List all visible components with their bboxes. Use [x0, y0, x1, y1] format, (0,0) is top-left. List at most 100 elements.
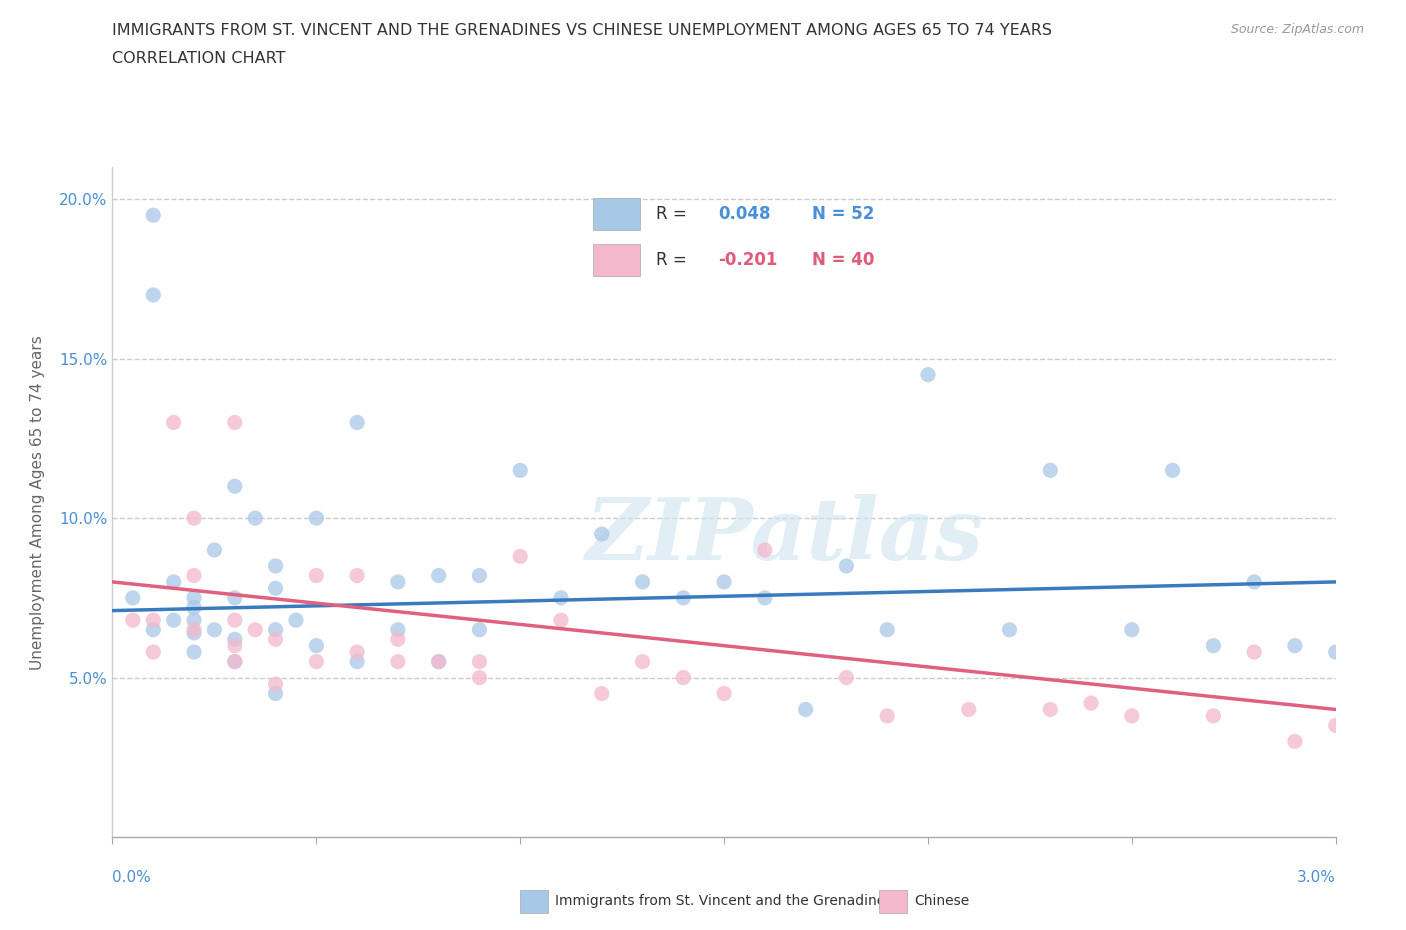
Point	[245, 511, 267, 525]
Point	[183, 568, 205, 583]
Point	[1324, 644, 1347, 659]
Point	[468, 568, 491, 583]
Point	[346, 568, 368, 583]
Point	[264, 686, 287, 701]
Point	[1243, 644, 1265, 659]
Point	[204, 622, 226, 637]
Point	[122, 591, 145, 605]
Point	[427, 654, 450, 669]
Point	[876, 622, 898, 637]
Point	[224, 638, 246, 653]
Point	[264, 559, 287, 574]
Point	[835, 559, 858, 574]
Point	[631, 575, 654, 590]
Point	[264, 622, 287, 637]
Point	[591, 526, 613, 541]
Point	[550, 591, 572, 605]
Point	[794, 702, 817, 717]
Point	[1243, 575, 1265, 590]
Point	[998, 622, 1021, 637]
Point	[387, 631, 409, 646]
Point	[1121, 709, 1143, 724]
Point	[305, 654, 328, 669]
Point	[468, 654, 491, 669]
Point	[387, 654, 409, 669]
Point	[224, 654, 246, 669]
Text: -0.201: -0.201	[718, 251, 778, 269]
Point	[264, 581, 287, 596]
Point	[509, 463, 531, 478]
Point	[224, 631, 246, 646]
Point	[1324, 718, 1347, 733]
Point	[142, 613, 165, 628]
Point	[754, 591, 776, 605]
Point	[672, 591, 695, 605]
Text: Immigrants from St. Vincent and the Grenadines: Immigrants from St. Vincent and the Gren…	[555, 894, 893, 909]
Point	[264, 631, 287, 646]
Point	[122, 613, 145, 628]
Text: 0.0%: 0.0%	[112, 870, 152, 884]
Point	[224, 654, 246, 669]
Point	[142, 207, 165, 222]
Point	[163, 575, 186, 590]
Text: Source: ZipAtlas.com: Source: ZipAtlas.com	[1230, 23, 1364, 36]
Point	[387, 575, 409, 590]
Y-axis label: Unemployment Among Ages 65 to 74 years: Unemployment Among Ages 65 to 74 years	[31, 335, 45, 670]
Text: Chinese: Chinese	[914, 894, 969, 909]
Point	[876, 709, 898, 724]
Point	[550, 613, 572, 628]
Point	[204, 542, 226, 557]
Point	[713, 575, 735, 590]
Point	[163, 613, 186, 628]
Point	[835, 671, 858, 685]
Point	[183, 600, 205, 615]
Point	[183, 622, 205, 637]
Point	[509, 549, 531, 564]
Point	[1284, 638, 1306, 653]
Point	[305, 638, 328, 653]
Point	[1080, 696, 1102, 711]
Point	[224, 479, 246, 494]
Point	[183, 511, 205, 525]
Point	[591, 686, 613, 701]
Text: 0.048: 0.048	[718, 205, 770, 222]
Point	[468, 671, 491, 685]
Point	[142, 287, 165, 302]
Point	[346, 644, 368, 659]
Text: CORRELATION CHART: CORRELATION CHART	[112, 51, 285, 66]
Point	[142, 644, 165, 659]
Point	[224, 415, 246, 430]
Point	[387, 622, 409, 637]
Point	[264, 676, 287, 691]
Bar	[593, 197, 640, 230]
Point	[183, 626, 205, 641]
Point	[672, 671, 695, 685]
Text: R =: R =	[655, 205, 697, 222]
Point	[305, 511, 328, 525]
Point	[245, 622, 267, 637]
Text: 3.0%: 3.0%	[1296, 870, 1336, 884]
Point	[284, 613, 308, 628]
Text: N = 52: N = 52	[813, 205, 875, 222]
Point	[183, 591, 205, 605]
Text: R =: R =	[655, 251, 697, 269]
Point	[1202, 638, 1225, 653]
Point	[346, 415, 368, 430]
Text: N = 40: N = 40	[813, 251, 875, 269]
Point	[1284, 734, 1306, 749]
Point	[917, 367, 939, 382]
Text: ZIPatlas: ZIPatlas	[586, 494, 984, 578]
Point	[427, 654, 450, 669]
Point	[183, 644, 205, 659]
Point	[1161, 463, 1184, 478]
Point	[224, 613, 246, 628]
Point	[305, 568, 328, 583]
Point	[427, 568, 450, 583]
Point	[142, 622, 165, 637]
Point	[1039, 463, 1062, 478]
Point	[468, 622, 491, 637]
Bar	[593, 244, 640, 276]
Point	[754, 542, 776, 557]
Point	[183, 613, 205, 628]
Point	[1202, 709, 1225, 724]
